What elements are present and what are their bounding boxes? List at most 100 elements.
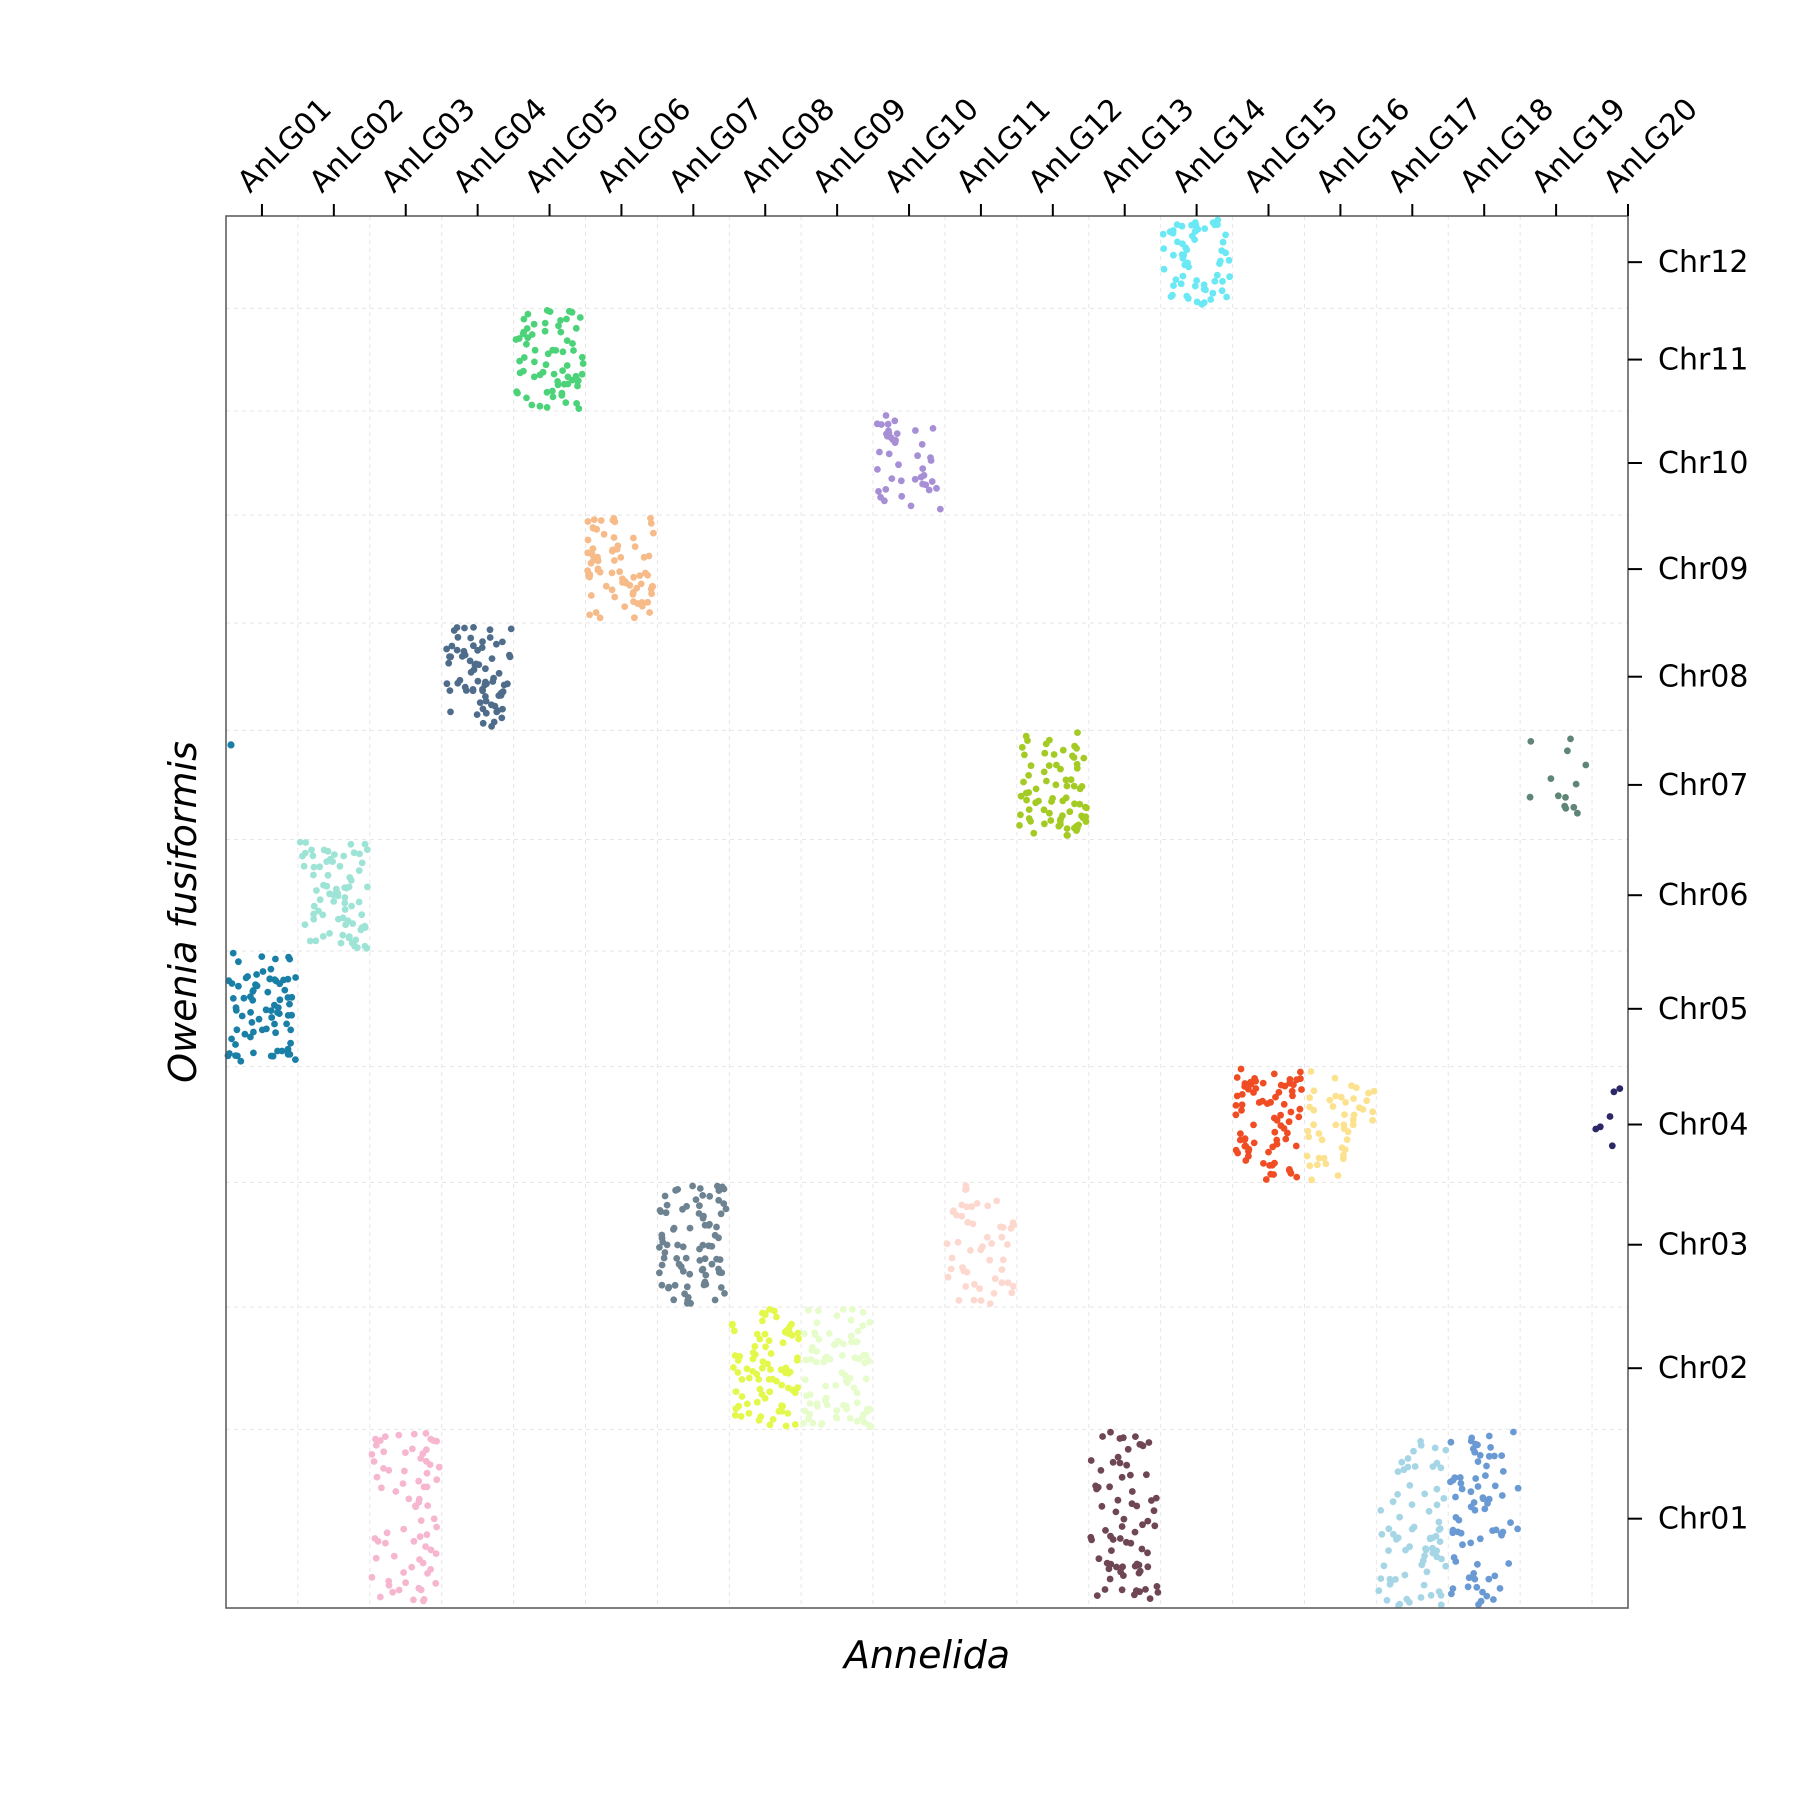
data-point bbox=[286, 1000, 293, 1008]
data-point bbox=[1063, 782, 1071, 790]
data-point bbox=[1252, 1077, 1259, 1085]
data-point bbox=[711, 1296, 719, 1304]
data-point bbox=[884, 432, 891, 440]
data-point bbox=[1433, 1485, 1441, 1493]
data-point bbox=[928, 478, 936, 485]
data-point bbox=[761, 1330, 769, 1338]
data-point bbox=[569, 340, 576, 347]
data-point bbox=[1108, 1547, 1115, 1554]
data-point bbox=[1296, 1105, 1304, 1113]
data-point bbox=[573, 400, 580, 407]
data-point bbox=[847, 1316, 855, 1324]
data-point bbox=[673, 1255, 681, 1262]
data-point bbox=[1160, 245, 1168, 253]
data-point bbox=[817, 1421, 825, 1428]
data-point bbox=[1370, 1087, 1378, 1095]
data-point bbox=[302, 839, 310, 846]
data-point bbox=[1436, 1538, 1444, 1545]
data-point bbox=[753, 1398, 761, 1406]
data-point bbox=[482, 693, 489, 700]
data-point bbox=[341, 894, 349, 901]
data-point bbox=[1411, 1463, 1419, 1470]
data-point bbox=[717, 1284, 725, 1291]
data-point bbox=[1010, 1282, 1017, 1290]
data-point bbox=[1148, 1497, 1155, 1504]
data-point bbox=[1322, 1160, 1330, 1168]
data-point bbox=[701, 1221, 709, 1229]
data-point bbox=[310, 915, 318, 923]
data-point bbox=[253, 971, 260, 978]
x-axis-top: AnLG01AnLG02AnLG03AnLG04AnLG05AnLG06AnLG… bbox=[231, 92, 1705, 216]
data-point bbox=[574, 377, 582, 384]
data-point bbox=[918, 441, 926, 448]
data-point bbox=[1063, 825, 1071, 832]
data-point bbox=[340, 852, 348, 860]
data-point bbox=[1431, 1444, 1439, 1452]
data-point bbox=[999, 1256, 1007, 1264]
data-point bbox=[1153, 1583, 1161, 1590]
data-point bbox=[415, 1477, 423, 1485]
data-point bbox=[670, 1224, 678, 1232]
data-point bbox=[825, 1330, 833, 1337]
data-point bbox=[784, 1410, 792, 1417]
data-point bbox=[991, 1275, 999, 1283]
data-point bbox=[859, 1308, 867, 1316]
data-point bbox=[341, 906, 349, 913]
data-point bbox=[1035, 797, 1042, 805]
data-point bbox=[395, 1586, 403, 1594]
data-point bbox=[1554, 792, 1562, 800]
data-point bbox=[943, 1240, 951, 1248]
data-point bbox=[1159, 230, 1167, 238]
data-point bbox=[385, 1581, 393, 1589]
data-point bbox=[808, 1344, 816, 1351]
data-point bbox=[594, 555, 601, 563]
data-point bbox=[417, 1586, 425, 1594]
data-point bbox=[232, 1052, 239, 1059]
data-point bbox=[715, 1187, 723, 1194]
data-point bbox=[432, 1579, 440, 1587]
data-point bbox=[584, 536, 592, 544]
data-point bbox=[1396, 1513, 1403, 1521]
data-point bbox=[732, 1388, 740, 1395]
data-point bbox=[596, 568, 604, 576]
data-point bbox=[564, 380, 572, 388]
data-point bbox=[1344, 1128, 1352, 1136]
plot-frame bbox=[225, 215, 1629, 1609]
data-point bbox=[1177, 280, 1185, 288]
data-point bbox=[312, 937, 320, 945]
data-point bbox=[1113, 1563, 1120, 1571]
data-point bbox=[917, 473, 925, 481]
data-point bbox=[1170, 251, 1177, 259]
data-point bbox=[1350, 1111, 1358, 1119]
data-point bbox=[630, 534, 637, 542]
data-point bbox=[416, 1533, 424, 1541]
data-point bbox=[1404, 1463, 1412, 1471]
data-point bbox=[862, 1375, 870, 1383]
data-point bbox=[1260, 1160, 1267, 1167]
data-point bbox=[461, 624, 468, 632]
data-point bbox=[229, 949, 237, 957]
data-point bbox=[986, 1256, 994, 1264]
data-point bbox=[1073, 760, 1081, 768]
data-point bbox=[1025, 772, 1032, 779]
data-point bbox=[1262, 1176, 1270, 1183]
data-point bbox=[696, 1245, 703, 1253]
data-point bbox=[285, 953, 292, 961]
data-point bbox=[454, 633, 462, 641]
data-point bbox=[355, 898, 363, 906]
data-point bbox=[326, 890, 333, 898]
data-point bbox=[1467, 1488, 1475, 1496]
data-point bbox=[955, 1297, 963, 1304]
data-point bbox=[1394, 1468, 1402, 1475]
data-point bbox=[848, 1305, 856, 1313]
data-point bbox=[1390, 1530, 1397, 1538]
data-point bbox=[447, 708, 454, 716]
data-point bbox=[947, 1265, 955, 1273]
data-point bbox=[1101, 1586, 1109, 1593]
data-point bbox=[865, 1357, 873, 1365]
data-point bbox=[524, 310, 532, 318]
block-anlg03-chr01 bbox=[368, 1430, 443, 1605]
block-anlg19-chr07 bbox=[1526, 735, 1590, 817]
data-point bbox=[1146, 1595, 1154, 1602]
data-point bbox=[1449, 1477, 1457, 1484]
